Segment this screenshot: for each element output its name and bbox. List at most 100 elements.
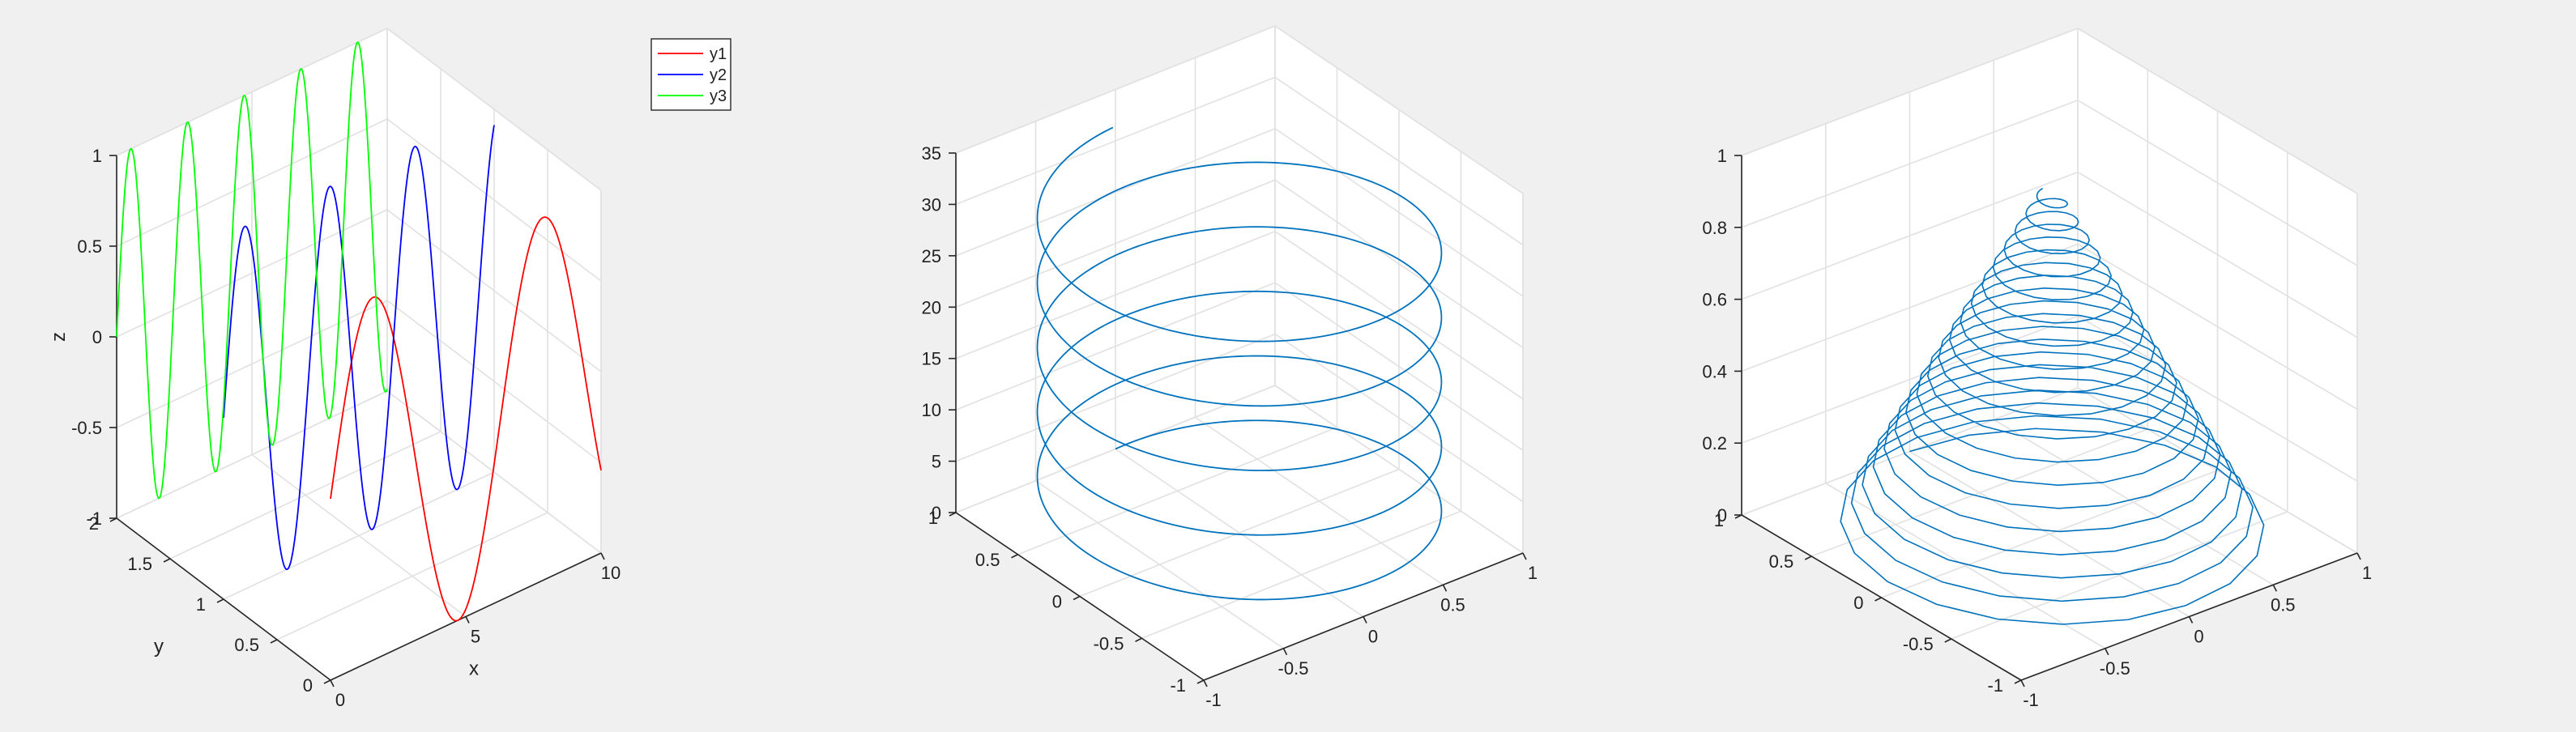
legend[interactable]: y1 y2 y3 bbox=[650, 38, 731, 111]
grid-lines bbox=[955, 25, 1524, 681]
gridline-z-side bbox=[2077, 387, 2358, 554]
x-tick-mark bbox=[2272, 584, 2277, 592]
y-tick-mark bbox=[163, 558, 171, 563]
box-edge bbox=[955, 25, 1276, 154]
z-tick-label: 0.2 bbox=[1702, 433, 1727, 453]
y-tick-mark bbox=[1011, 554, 1018, 559]
gridline-z-side bbox=[386, 390, 602, 554]
gridline-y-floor bbox=[1141, 510, 1461, 639]
gridline-z-side bbox=[1274, 333, 1524, 503]
gridline-z-side bbox=[2077, 243, 2358, 411]
gridline-z-side bbox=[2077, 100, 2358, 266]
z-tick-label: 0.8 bbox=[1702, 218, 1727, 238]
gridline-z-side bbox=[386, 118, 602, 282]
y-tick-label: 0 bbox=[1052, 592, 1062, 612]
gridline-z-back bbox=[1741, 100, 2079, 228]
x-tick-label: 10 bbox=[601, 563, 621, 583]
x-tick-label: 1 bbox=[2362, 563, 2372, 583]
legend-label-y1: y1 bbox=[710, 45, 727, 63]
gridline-y-floor bbox=[276, 512, 548, 640]
z-tick-label: 0 bbox=[932, 503, 941, 523]
x-axis-label: x bbox=[469, 658, 479, 680]
z-tick-label: -1 bbox=[86, 509, 102, 529]
gridline-z-back bbox=[955, 333, 1276, 462]
y-tick-mark bbox=[1073, 595, 1081, 601]
gridline-y-floor bbox=[1079, 468, 1400, 598]
y-tick-mark bbox=[2014, 679, 2022, 684]
x-tick-label: 0.5 bbox=[2271, 594, 2296, 615]
gridline-z-side bbox=[1274, 282, 1524, 451]
box-edge bbox=[386, 28, 602, 191]
y-tick-mark bbox=[1804, 555, 1812, 560]
gridline-z-back bbox=[116, 118, 388, 247]
x-tick-mark bbox=[1363, 616, 1367, 623]
conical-spiral-line[interactable] bbox=[1840, 187, 2265, 625]
x-tick-label: 0 bbox=[1368, 627, 1378, 647]
y-tick-label: 0.5 bbox=[234, 635, 259, 655]
z-tick-label: 0 bbox=[92, 327, 102, 347]
gridline-z-side bbox=[1274, 179, 1524, 348]
gridline-z-side bbox=[386, 300, 602, 463]
z-tick-label: 1 bbox=[92, 146, 102, 166]
y-tick-label: -0.5 bbox=[1903, 634, 1934, 654]
x-tick-label: -0.5 bbox=[1278, 658, 1309, 679]
z-tick-label: 0 bbox=[1717, 505, 1727, 526]
y-tick-label: 2 bbox=[89, 513, 99, 534]
x-tick-mark bbox=[1282, 648, 1288, 656]
x-tick-label: -0.5 bbox=[2100, 658, 2130, 679]
x-tick-mark bbox=[2188, 616, 2194, 623]
x-tick-mark bbox=[1442, 584, 1448, 592]
x-tick-label: -1 bbox=[1205, 690, 1222, 710]
y-tick-mark bbox=[216, 598, 224, 603]
y-tick-mark bbox=[1135, 637, 1142, 642]
y-tick-label: 1.5 bbox=[127, 554, 152, 574]
x-tick-label: 0.5 bbox=[1440, 594, 1465, 615]
z-axis-label: z bbox=[48, 332, 70, 342]
z-tick-label: 0.5 bbox=[77, 236, 102, 257]
box-edge bbox=[1274, 25, 1524, 194]
y-tick-label: -0.5 bbox=[1094, 633, 1124, 653]
y-axis-label: y bbox=[154, 636, 164, 658]
z-tick-label: 20 bbox=[922, 297, 941, 317]
x-tick-mark bbox=[1203, 679, 1208, 687]
gridline-y-floor bbox=[223, 471, 495, 600]
y-tick-label: 0.5 bbox=[975, 550, 1000, 570]
y-tick-mark bbox=[1196, 679, 1205, 684]
series-line-y3[interactable] bbox=[116, 41, 388, 500]
gridline-z-back bbox=[955, 282, 1276, 411]
y-tick-label: 0 bbox=[1853, 593, 1863, 613]
gridline-z-side bbox=[1274, 128, 1524, 297]
z-tick-label: -0.5 bbox=[71, 418, 102, 438]
x-tick-mark bbox=[2356, 552, 2361, 560]
x-tick-label: 1 bbox=[1528, 563, 1537, 583]
grid-lines bbox=[1741, 28, 2358, 681]
helix-line[interactable] bbox=[1036, 126, 1443, 601]
tick-labels: 0 5 10 0 0.5 1 1.5 2-1 -0.5 0 0.5 1 bbox=[71, 146, 621, 710]
z-tick-label: 30 bbox=[922, 194, 941, 215]
gridline-z-back bbox=[116, 390, 388, 519]
gridline-y-floor bbox=[1951, 511, 2288, 640]
axis-lines bbox=[949, 152, 1527, 687]
x-tick-label: -1 bbox=[2023, 690, 2039, 710]
box-edge bbox=[1741, 28, 2079, 156]
gridline-z-back bbox=[955, 230, 1276, 360]
x-tick-mark bbox=[600, 552, 605, 560]
y-tick-label: 1 bbox=[196, 594, 206, 615]
series-group bbox=[116, 41, 602, 622]
gridline-z-side bbox=[1274, 76, 1524, 246]
x-tick-label: 0 bbox=[335, 690, 345, 710]
y-tick-mark bbox=[270, 639, 278, 644]
axes-1-sine-curves[interactable]: 0 5 10 0 0.5 1 1.5 2-1 -0.5 0 0.5 1 x y z bbox=[48, 28, 621, 710]
z-tick-label: 15 bbox=[922, 349, 941, 369]
legend-label-y2: y2 bbox=[710, 66, 727, 84]
z-tick-label: 0.6 bbox=[1702, 290, 1727, 310]
gridline-z-side bbox=[386, 209, 602, 372]
x-tick-label: 5 bbox=[471, 627, 480, 647]
y-tick-label: -1 bbox=[1170, 675, 1186, 696]
gridline-z-back bbox=[1741, 315, 2079, 444]
x-tick-mark bbox=[465, 616, 470, 623]
